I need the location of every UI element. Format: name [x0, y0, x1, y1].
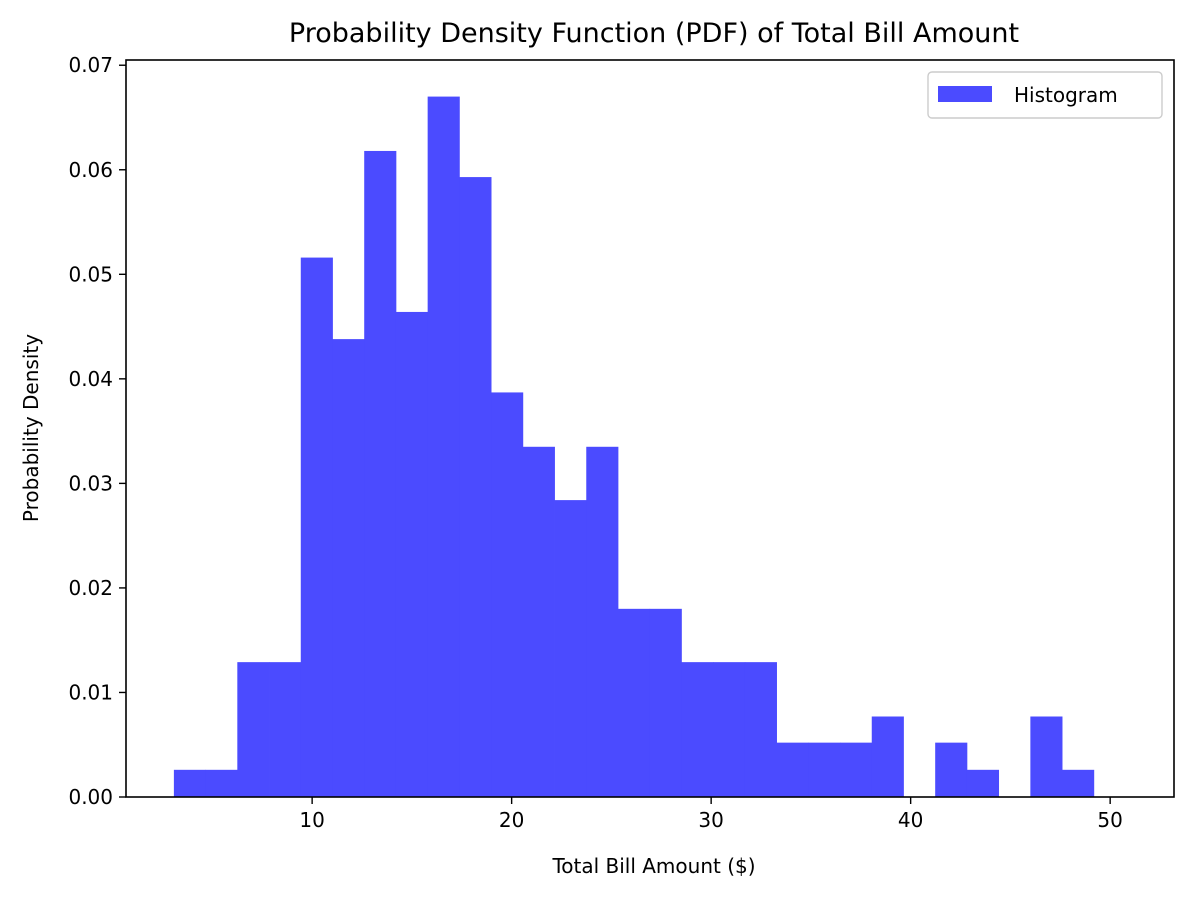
y-tick-label: 0.01	[68, 680, 113, 704]
histogram-bar	[269, 662, 302, 797]
legend-label: Histogram	[1014, 83, 1118, 107]
legend: Histogram	[927, 71, 1163, 119]
x-tick-label: 40	[898, 808, 923, 832]
histogram-bar	[491, 392, 524, 797]
histogram-bar	[173, 769, 206, 797]
histogram-bar	[237, 662, 270, 797]
histogram-bar	[586, 446, 619, 797]
x-tick-label: 20	[499, 808, 524, 832]
x-tick-label: 30	[698, 808, 723, 832]
x-tick-label: 10	[299, 808, 324, 832]
histogram-bar	[332, 339, 365, 797]
histogram-bar	[871, 716, 904, 797]
histogram-bar	[649, 608, 682, 797]
y-tick-label: 0.00	[68, 785, 113, 809]
histogram-bar	[364, 150, 397, 797]
histogram-bar	[966, 769, 1000, 797]
histogram-bar	[554, 500, 587, 797]
y-axis: 0.00 0.01 0.02 0.03 0.04 0.05 0.06 0.07	[68, 53, 126, 809]
x-tick-label: 50	[1097, 808, 1122, 832]
legend-swatch	[938, 86, 992, 102]
legend-box	[927, 71, 1163, 119]
histogram-bar	[744, 662, 777, 797]
plot-frame	[125, 59, 1175, 798]
histogram-bar	[840, 742, 873, 797]
histogram-bar	[776, 742, 809, 797]
histogram-bar	[205, 769, 238, 797]
bars-group	[173, 96, 1095, 798]
histogram-bar	[300, 257, 333, 798]
y-axis-label: Probability Density	[19, 334, 43, 522]
histogram-bar	[808, 742, 841, 797]
y-tick-label: 0.02	[68, 576, 113, 600]
x-axis-label: Total Bill Amount ($)	[551, 854, 755, 878]
x-axis: 10 20 30 40 50	[299, 797, 1123, 832]
histogram-bar	[1030, 716, 1063, 797]
histogram-bar	[681, 662, 714, 797]
histogram-bar	[522, 446, 555, 797]
y-tick-label: 0.03	[68, 471, 113, 495]
histogram-bar	[395, 311, 429, 797]
histogram-bar	[459, 177, 492, 797]
y-tick-label: 0.07	[68, 53, 113, 77]
histogram-bar	[935, 742, 968, 797]
y-tick-label: 0.05	[68, 262, 113, 286]
chart-title: Probability Density Function (PDF) of To…	[289, 18, 1019, 49]
histogram-bar	[427, 96, 460, 798]
y-tick-label: 0.04	[68, 367, 113, 391]
histogram-bar	[617, 608, 651, 797]
histogram-bar	[1062, 769, 1095, 797]
y-tick-label: 0.06	[68, 158, 113, 182]
histogram-bar	[713, 662, 746, 797]
